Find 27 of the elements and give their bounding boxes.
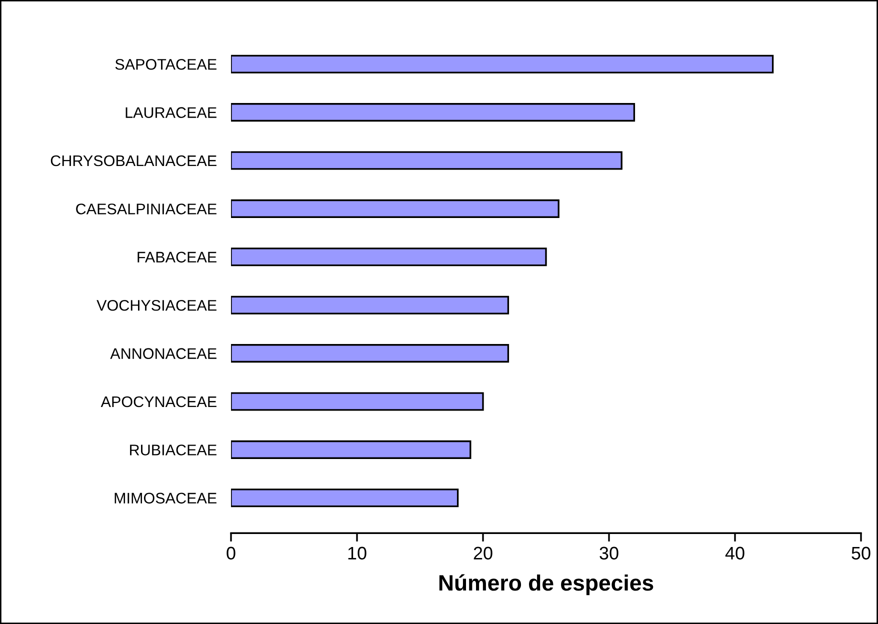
x-axis-title: Número de especies <box>439 574 654 596</box>
y-tick-label: FABACEAE <box>138 252 216 263</box>
y-tick-label: ANNONACEAE <box>110 348 216 359</box>
y-tick-label: SAPOTACEAE <box>115 58 216 70</box>
bar <box>231 54 774 74</box>
x-tick-label: 10 <box>348 546 366 560</box>
x-tick-label: 40 <box>725 546 744 560</box>
x-tick-label: 30 <box>600 546 618 560</box>
bar <box>231 440 472 459</box>
y-tick-label: VOCHYSIACEAE <box>96 300 216 311</box>
y-tick-label: CHRYSOBALANACEAE <box>50 155 216 166</box>
x-tick-label: 50 <box>852 546 870 560</box>
x-tick-label: 20 <box>474 546 492 560</box>
bar <box>231 392 484 411</box>
y-tick-label: APOCYNACEAE <box>100 396 216 408</box>
bar <box>231 199 560 218</box>
bar <box>231 151 622 170</box>
bar <box>231 296 510 314</box>
bar <box>231 103 636 122</box>
bar <box>231 488 459 508</box>
y-tick-label: CAESALPINIACEAE <box>76 204 216 214</box>
bar <box>231 344 510 363</box>
y-tick-label: MIMOSACEAE <box>114 492 216 504</box>
x-tick-label: 0 <box>226 546 236 560</box>
y-tick-label: RUBIACEAE <box>130 444 216 456</box>
bar <box>231 248 547 266</box>
y-tick-label: LAURACEAE <box>126 107 216 118</box>
